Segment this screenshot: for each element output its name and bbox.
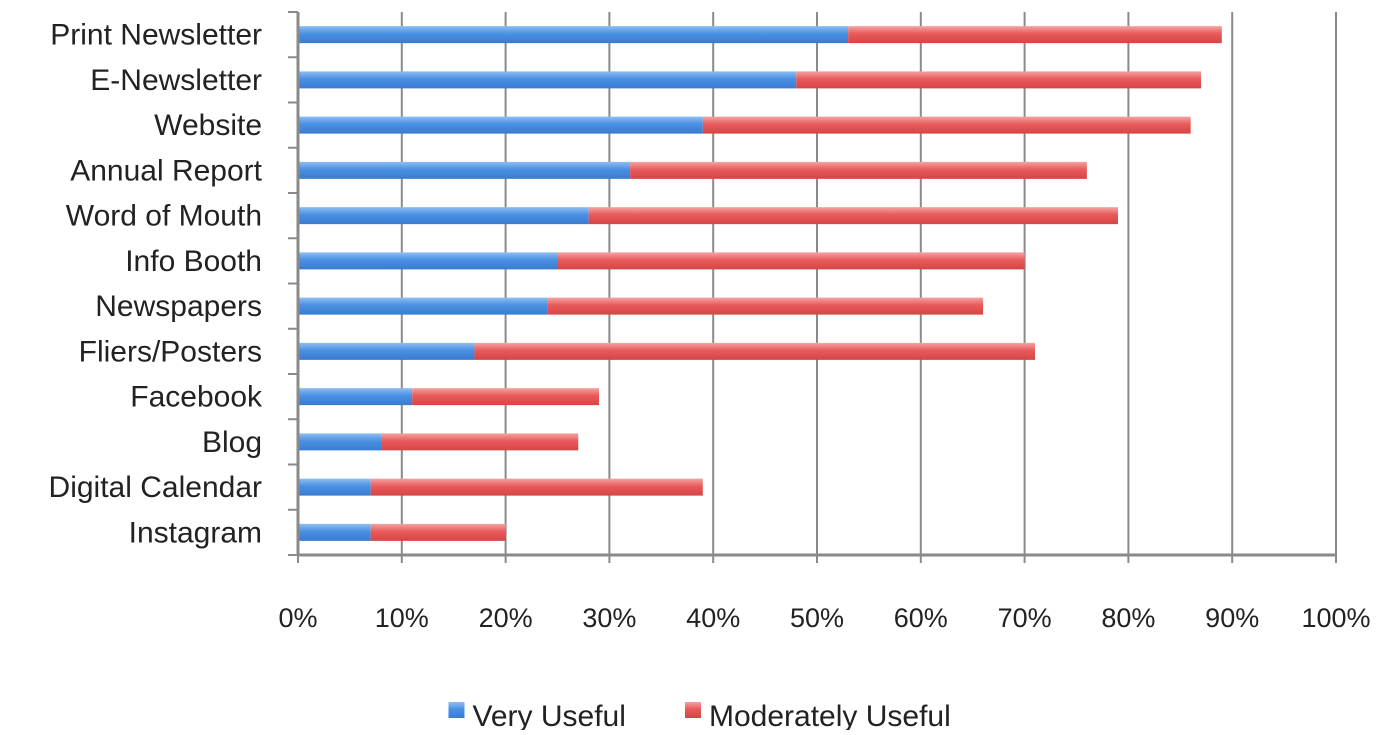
x-tick-label: 90%	[1205, 603, 1259, 633]
gridlines	[400, 12, 1337, 555]
x-tick-labels: 0% 10% 20% 30% 40% 50% 60% 70% 80% 90% 100%	[278, 603, 1370, 633]
category-label: Digital Calendar	[49, 471, 262, 504]
bar-moderately-useful	[412, 388, 600, 406]
x-tick-label: 60%	[894, 603, 948, 633]
category-label: Info Booth	[125, 245, 262, 278]
bar-very-useful	[298, 207, 589, 225]
x-tick-label: 70%	[998, 603, 1052, 633]
category-label: Print Newsletter	[50, 19, 262, 52]
category-label: E-Newsletter	[90, 64, 262, 97]
bar-very-useful	[298, 161, 631, 179]
bar-very-useful	[298, 116, 703, 134]
x-tick-label: 50%	[790, 603, 844, 633]
category-label: Annual Report	[70, 154, 262, 187]
category-labels: Print Newsletter E-Newsletter Website Annua…	[49, 19, 263, 550]
bar-moderately-useful	[381, 433, 579, 451]
bar-moderately-useful	[588, 207, 1119, 225]
bar-very-useful	[298, 342, 475, 360]
bar-moderately-useful	[557, 252, 1025, 270]
x-tick-label: 0%	[278, 603, 317, 633]
bar-moderately-useful	[474, 342, 1035, 360]
bar-moderately-useful	[370, 523, 506, 541]
category-label: Word of Mouth	[66, 200, 262, 233]
bar-moderately-useful	[547, 297, 984, 315]
category-label: Website	[154, 109, 262, 142]
x-tick-label: 100%	[1301, 603, 1370, 633]
bar-very-useful	[298, 26, 849, 44]
bar-very-useful	[298, 297, 548, 315]
category-label: Blog	[202, 426, 262, 459]
bar-moderately-useful	[702, 116, 1191, 134]
legend-label: Moderately Useful	[709, 700, 951, 730]
category-label: Newspapers	[95, 290, 262, 323]
legend: Very Useful Moderately Useful	[448, 700, 951, 733]
category-label: Fliers/Posters	[79, 335, 262, 368]
x-tick-label: 30%	[582, 603, 636, 633]
bar-moderately-useful	[848, 26, 1222, 44]
legend-swatch-very-useful	[448, 702, 465, 718]
category-label: Facebook	[130, 381, 263, 414]
axes	[288, 11, 1337, 563]
bar-moderately-useful	[796, 71, 1202, 89]
legend-swatch-moderately-useful	[685, 702, 701, 718]
x-tick-label: 80%	[1101, 603, 1155, 633]
bar-very-useful	[298, 433, 382, 451]
bar-moderately-useful	[370, 478, 703, 496]
legend-label: Very Useful	[473, 700, 626, 730]
category-label: Instagram	[129, 516, 262, 549]
bar-very-useful	[298, 388, 413, 406]
bar-very-useful	[298, 252, 558, 270]
bars	[298, 26, 1222, 541]
bar-very-useful	[298, 478, 371, 496]
bar-moderately-useful	[630, 161, 1087, 179]
x-tick-label: 20%	[479, 603, 533, 633]
x-tick-label: 40%	[686, 603, 740, 633]
x-tick-label: 10%	[375, 603, 429, 633]
bar-very-useful	[298, 71, 797, 89]
bar-very-useful	[298, 523, 371, 541]
